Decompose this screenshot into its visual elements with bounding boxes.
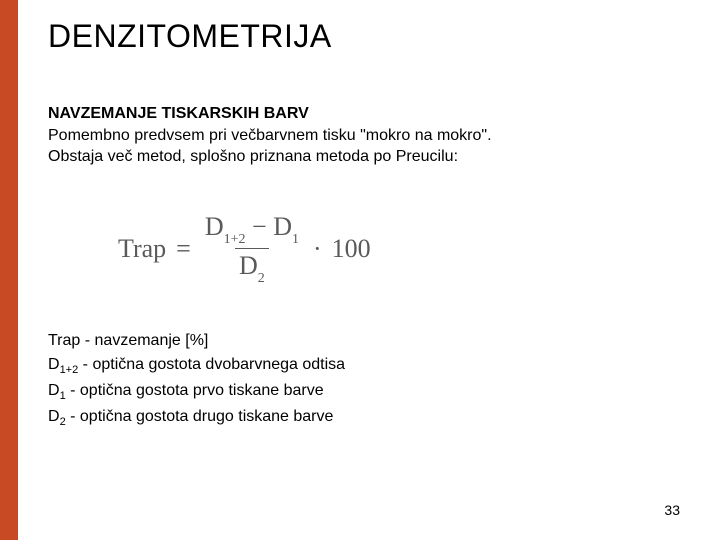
definition-trap: Trap - navzemanje [%] <box>48 329 686 352</box>
accent-strip <box>0 0 18 540</box>
def1-sep: - <box>80 332 94 349</box>
fraction: D1+2 − D1 D2 <box>201 212 303 286</box>
num-d2: D <box>273 212 292 241</box>
definition-d1: D1 - optična gostota prvo tiskane barve <box>48 379 686 405</box>
def4-text: optična gostota drugo tiskane barve <box>80 408 334 425</box>
def4-label: D <box>48 408 60 425</box>
def2-sub: 1+2 <box>60 364 79 376</box>
slide-body: DENZITOMETRIJA NAVZEMANJE TISKARSKIH BAR… <box>18 0 720 540</box>
page-number: 33 <box>664 502 680 518</box>
definition-d12: D1+2 - optična gostota dvobarvnega odtis… <box>48 353 686 379</box>
num-d1: D <box>205 212 224 241</box>
equals-sign: = <box>176 234 191 264</box>
def2-label: D <box>48 356 60 373</box>
dot-operator: · <box>313 234 322 264</box>
intro-block: NAVZEMANJE TISKARSKIH BARV Pomembno pred… <box>48 103 686 168</box>
numerator: D1+2 − D1 <box>201 212 303 248</box>
factor-100: 100 <box>332 234 371 264</box>
den-d: D <box>239 251 258 280</box>
formula-block: Trap = D1+2 − D1 D2 · 100 <box>118 212 686 286</box>
formula-label: Trap <box>118 234 166 264</box>
def3-label: D <box>48 382 60 399</box>
num-d2-sub: 1 <box>292 232 299 247</box>
minus-sign: − <box>252 212 267 241</box>
def1-text: navzemanje [%] <box>95 332 209 349</box>
paragraph-line-2: Obstaja več metod, splošno priznana meto… <box>48 146 686 168</box>
definition-d2: D2 - optična gostota drugo tiskane barve <box>48 405 686 431</box>
definitions-block: Trap - navzemanje [%] D1+2 - optična gos… <box>48 329 686 431</box>
paragraph-line-1: Pomembno predvsem pri večbarvnem tisku "… <box>48 125 686 147</box>
trap-formula: Trap = D1+2 − D1 D2 · 100 <box>118 212 686 286</box>
def2-text: optična gostota dvobarvnega odtisa <box>92 356 345 373</box>
def2-sep: - <box>78 356 92 373</box>
def3-text: optična gostota prvo tiskane barve <box>80 382 324 399</box>
den-d-sub: 2 <box>258 271 265 286</box>
num-d1-sub: 1+2 <box>224 232 246 247</box>
section-heading: NAVZEMANJE TISKARSKIH BARV <box>48 103 686 125</box>
denominator: D2 <box>235 248 269 285</box>
page-title: DENZITOMETRIJA <box>48 18 686 55</box>
def1-label: Trap <box>48 332 80 349</box>
def4-sep: - <box>66 408 80 425</box>
def3-sep: - <box>66 382 80 399</box>
